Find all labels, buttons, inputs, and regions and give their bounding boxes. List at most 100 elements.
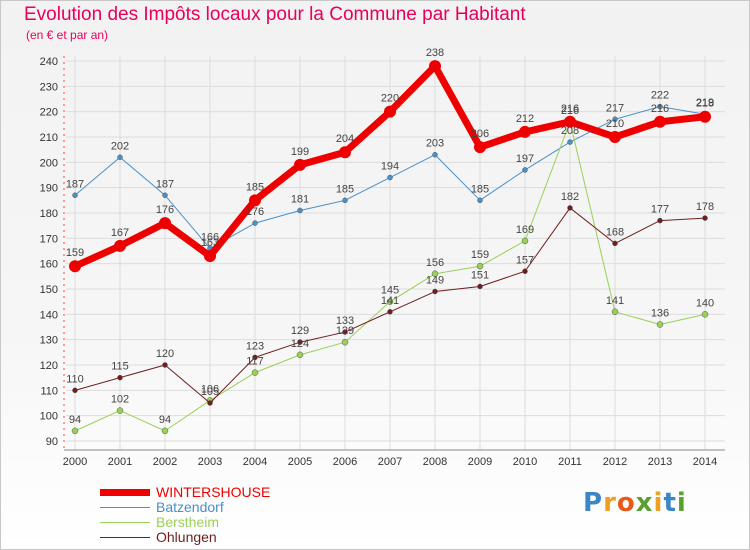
logo-letter: i <box>653 488 664 518</box>
data-label-wintershouse: 167 <box>111 227 129 239</box>
data-label-ohlungen: 178 <box>696 201 714 213</box>
data-point-berstheim <box>116 407 124 414</box>
data-label-batzendorf: 185 <box>471 183 489 195</box>
data-point-ohlungen <box>342 329 348 335</box>
data-point-batzendorf <box>612 116 618 123</box>
data-point-ohlungen <box>297 339 303 345</box>
x-tick-label: 2004 <box>243 456 267 468</box>
series-lines <box>69 60 711 435</box>
y-tick-label: 200 <box>40 157 58 169</box>
data-point-berstheim <box>71 427 79 435</box>
data-label-berstheim: 141 <box>606 295 624 307</box>
legend-label-wintershouse: WINTERSHOUSE <box>156 484 271 500</box>
data-point-berstheim <box>296 351 304 359</box>
x-tick-label: 2007 <box>378 456 402 468</box>
data-label-batzendorf: 181 <box>291 193 309 205</box>
logo-letter: o <box>616 488 636 518</box>
x-tick-label: 2001 <box>108 456 132 468</box>
data-label-ohlungen: 129 <box>291 325 309 337</box>
legend-swatch-batzendorf <box>100 507 150 508</box>
data-label-ohlungen: 177 <box>651 204 669 216</box>
data-label-wintershouse: 218 <box>696 98 714 110</box>
data-point-batzendorf <box>432 151 438 158</box>
data-point-ohlungen <box>432 288 438 295</box>
axes: 9010011012013014015016017018019020021022… <box>40 56 725 468</box>
legend-item-berstheim: Berstheim <box>100 514 360 530</box>
legend-label-ohlungen: Ohlungen <box>156 529 217 545</box>
data-label-berstheim: 216 <box>561 105 579 117</box>
data-point-wintershouse <box>564 115 576 128</box>
data-point-wintershouse <box>159 217 171 230</box>
data-point-batzendorf <box>657 103 663 110</box>
data-label-ohlungen: 120 <box>156 348 174 360</box>
y-tick-label: 90 <box>46 436 58 448</box>
data-label-berstheim: 145 <box>381 285 399 297</box>
data-label-ohlungen: 105 <box>201 386 219 398</box>
data-label-wintershouse: 212 <box>516 113 534 125</box>
data-point-ohlungen <box>252 354 258 361</box>
x-tick-label: 2012 <box>603 456 627 468</box>
data-label-wintershouse: 185 <box>246 181 264 193</box>
x-tick-label: 2011 <box>558 456 582 468</box>
y-tick-label: 230 <box>40 81 58 93</box>
data-label-wintershouse: 159 <box>66 247 84 259</box>
data-label-ohlungen: 182 <box>561 191 579 203</box>
x-tick-label: 2006 <box>333 456 357 468</box>
data-point-batzendorf <box>522 167 528 173</box>
data-label-batzendorf: 197 <box>516 153 534 165</box>
data-label-batzendorf: 219 <box>696 97 714 109</box>
chart-subtitle: (en € et par an) <box>26 28 109 42</box>
data-label-wintershouse: 206 <box>471 128 489 140</box>
y-tick-label: 130 <box>40 335 58 347</box>
data-point-batzendorf <box>567 139 573 145</box>
data-point-ohlungen <box>387 309 393 315</box>
data-label-ohlungen: 149 <box>426 275 444 287</box>
logo-letter: x <box>635 488 654 518</box>
data-label-ohlungen: 151 <box>471 269 489 281</box>
data-point-ohlungen <box>702 215 708 221</box>
data-label-batzendorf: 202 <box>111 140 129 152</box>
data-label-wintershouse: 216 <box>651 103 669 115</box>
data-point-wintershouse <box>609 131 621 143</box>
data-point-berstheim <box>656 321 664 328</box>
data-label-batzendorf: 166 <box>201 231 219 243</box>
logo-letter: P <box>583 488 604 518</box>
logo-letter: i <box>676 488 687 518</box>
legend: WINTERSHOUSE Batzendorf Berstheim Ohlung… <box>100 484 360 545</box>
grid-lines <box>66 56 725 450</box>
data-point-batzendorf <box>342 197 348 204</box>
y-tick-label: 110 <box>40 385 58 397</box>
legend-swatch-ohlungen <box>100 537 150 538</box>
data-point-wintershouse <box>294 158 306 171</box>
data-label-berstheim: 156 <box>426 257 444 269</box>
data-point-wintershouse <box>474 141 486 154</box>
data-label-ohlungen: 133 <box>336 315 354 327</box>
data-point-ohlungen <box>657 217 663 224</box>
data-point-wintershouse <box>384 105 396 118</box>
data-point-berstheim <box>521 237 529 245</box>
data-label-wintershouse: 220 <box>381 93 399 105</box>
data-point-wintershouse <box>699 110 711 123</box>
data-point-berstheim <box>341 338 349 346</box>
data-point-wintershouse <box>429 60 441 73</box>
data-point-berstheim <box>611 308 619 316</box>
x-tick-label: 2005 <box>288 456 312 468</box>
data-point-berstheim <box>701 311 709 318</box>
data-label-wintershouse: 163 <box>201 237 219 249</box>
data-label-berstheim: 169 <box>516 224 534 236</box>
data-point-ohlungen <box>72 387 78 394</box>
data-label-batzendorf: 208 <box>561 125 579 137</box>
legend-item-ohlungen: Ohlungen <box>100 529 360 545</box>
legend-swatch-wintershouse <box>100 489 150 496</box>
data-point-berstheim <box>161 427 169 435</box>
legend-item-batzendorf: Batzendorf <box>100 499 360 515</box>
data-label-ohlungen: 110 <box>66 373 84 385</box>
logo-letter: r <box>603 488 617 518</box>
data-point-batzendorf <box>477 197 483 204</box>
data-labels: 187 202 187 166 176 181 185 194 203 185 197 208 217 2… <box>66 47 714 426</box>
data-point-wintershouse <box>204 250 216 263</box>
data-label-berstheim: 102 <box>111 394 129 406</box>
y-tick-label: 100 <box>40 411 58 423</box>
